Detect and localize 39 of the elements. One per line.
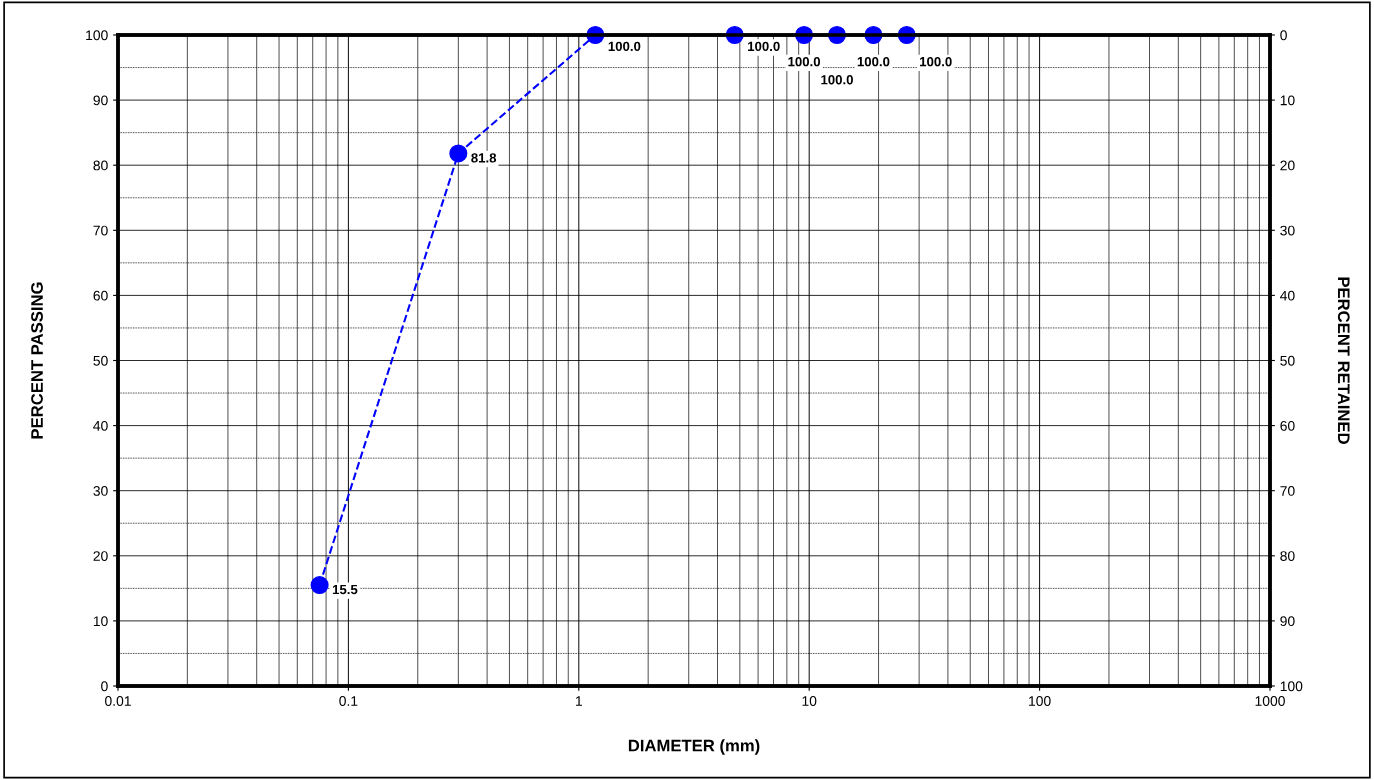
x-axis-title: DIAMETER (mm): [628, 739, 760, 755]
y2-axis-title: PERCENT RETAINED: [1337, 277, 1350, 444]
text: 100.0: [748, 41, 780, 52]
y2-tick-label: 30: [1280, 225, 1295, 236]
y2-tick-label: 50: [1280, 355, 1295, 366]
x-tick-label: 0.01: [105, 696, 131, 706]
x-tick-label: 10: [802, 696, 817, 706]
y-tick-label: 0: [101, 681, 108, 692]
x-tick-label: 1: [576, 696, 582, 706]
y-tick-label: 70: [93, 225, 108, 236]
y-axis-title: PERCENT PASSING: [31, 282, 43, 439]
y-tick-label: 10: [93, 616, 108, 627]
text: 15.5: [332, 584, 358, 595]
text: 100.0: [821, 75, 853, 85]
x-tick-label: 100: [1029, 696, 1051, 706]
y-tick-label: 90: [93, 95, 108, 106]
y-tick-label: 30: [93, 486, 108, 496]
text: 81.8: [471, 153, 497, 163]
y2-tick-label: 40: [1280, 290, 1295, 301]
y-tick-label: 50: [93, 355, 108, 366]
y2-tick-label: 10: [1280, 95, 1295, 106]
x-tick-label: 0.1: [339, 696, 358, 706]
text: 100.0: [608, 41, 641, 52]
y2-tick-label: 60: [1280, 420, 1295, 431]
y2-tick-label: 20: [1280, 160, 1295, 171]
x-tick-label: 1000: [1255, 696, 1285, 706]
y2-tick-label: 70: [1280, 486, 1295, 496]
text: 100.0: [857, 56, 890, 67]
y-tick-label: 60: [93, 290, 108, 301]
y-tick-label: 20: [93, 551, 108, 561]
y-tick-label: 100: [86, 30, 108, 41]
text: 100.0: [920, 56, 952, 67]
y2-tick-label: 90: [1280, 616, 1295, 627]
y-tick-label: 80: [93, 160, 108, 171]
text: 100.0: [788, 56, 821, 67]
y2-tick-label: 100: [1280, 681, 1303, 692]
y-tick-label: 40: [93, 420, 108, 431]
y2-tick-label: 0: [1280, 30, 1287, 41]
y2-tick-label: 80: [1280, 551, 1295, 561]
